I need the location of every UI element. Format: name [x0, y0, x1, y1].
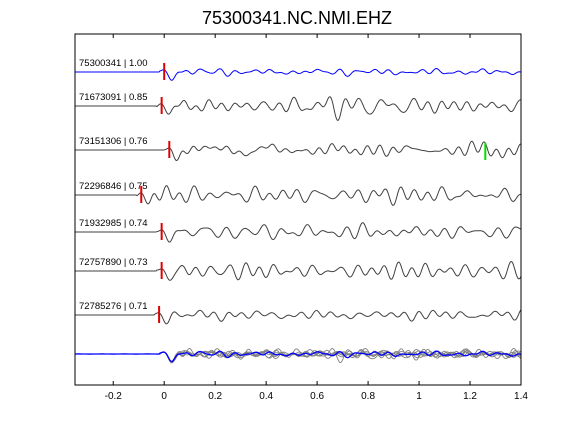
x-tick-label: 1.4: [514, 391, 528, 402]
trace-line-75300341: [74, 68, 522, 81]
stack-line-75300341: [74, 350, 522, 363]
trace-label-71932985: 71932985 | 0.74: [79, 218, 148, 229]
x-axis: -0.2 0 0.2 0.4 0.6 0.8 1 1.2 1.4: [105, 34, 528, 402]
traces-group: [74, 68, 522, 325]
trace-line-72757890: [75, 260, 522, 281]
trace-line-71673091: [74, 96, 522, 122]
trace-label-72785276: 72785276 | 0.71: [79, 301, 148, 312]
x-tick-label: 0.6: [310, 391, 324, 402]
trace-labels-group: 75300341 | 1.00 71673091 | 0.85 73151306 |…: [79, 58, 148, 312]
plot-area: [75, 34, 521, 385]
trace-label-72296846: 72296846 | 0.75: [79, 181, 148, 192]
picks-group: [140, 63, 487, 323]
x-tick-label: -0.2: [105, 391, 123, 402]
x-tick-label: 1.2: [463, 391, 477, 402]
trace-label-72757890: 72757890 | 0.73: [79, 257, 148, 268]
trace-line-72785276: [74, 309, 522, 325]
trace-line-71932985: [74, 222, 522, 243]
trace-line-73151306: [74, 140, 522, 161]
x-tick-label: 0.4: [259, 391, 273, 402]
x-tick-label: 0.2: [208, 391, 222, 402]
x-tick-label: 0: [161, 391, 167, 402]
x-tick-label: 1: [416, 391, 422, 402]
trace-label-75300341: 75300341 | 1.00: [79, 58, 148, 69]
plot-frame: [74, 33, 522, 386]
trace-line-72296846: [74, 185, 522, 207]
chart-title: 75300341.NC.NMI.EHZ: [202, 8, 392, 28]
trace-label-73151306: 73151306 | 0.76: [79, 136, 148, 147]
x-tick-label: 0.8: [361, 391, 375, 402]
trace-label-71673091: 71673091 | 0.85: [79, 92, 148, 103]
stack-group: [74, 347, 522, 364]
